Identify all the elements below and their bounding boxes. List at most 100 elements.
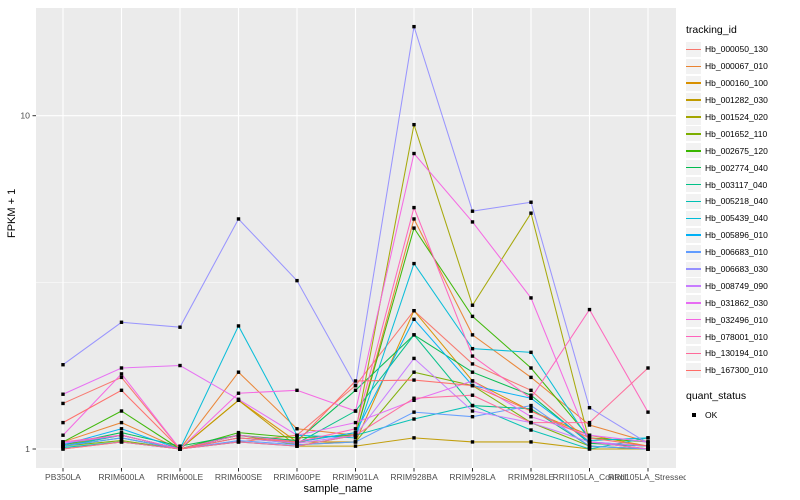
data-point-Hb_006683_010: [353, 440, 358, 444]
legend-item-label: Hb_005218_040: [705, 196, 768, 207]
data-point-Hb_130194_010: [353, 433, 358, 437]
data-point-Hb_167300_010: [412, 378, 416, 382]
data-point-Hb_167300_010: [646, 444, 650, 448]
data-point-Hb_001524_020: [529, 211, 533, 215]
data-point-Hb_005439_040: [412, 261, 416, 266]
series-line-icon: [686, 301, 701, 304]
data-point-Hb_130194_010: [61, 447, 65, 451]
data-point-Hb_001282_030: [412, 436, 416, 440]
series-color-swatch-icon: [686, 278, 701, 294]
series-color-swatch-icon: [686, 329, 701, 345]
data-point-Hb_006683_030: [61, 363, 65, 367]
series-color-swatch-icon: [686, 160, 701, 176]
legend-item-label: Hb_005896_010: [705, 230, 768, 241]
data-point-Hb_031862_030: [353, 420, 358, 425]
data-point-Hb_130194_010: [236, 440, 241, 444]
legend-item-Hb_005439_040: Hb_005439_040: [686, 210, 800, 227]
data-point-Hb_032496_010: [119, 372, 124, 376]
data-point-Hb_002774_040: [353, 388, 358, 393]
legend-item-Hb_031862_030: Hb_031862_030: [686, 294, 800, 311]
data-point-Hb_000067_010: [412, 217, 416, 221]
series-color-swatch-icon: [686, 362, 701, 378]
data-point-Hb_130194_010: [470, 393, 475, 397]
data-point-Hb_003117_040: [529, 407, 533, 411]
series-color-swatch-icon: [686, 75, 701, 91]
series-color-swatch-icon: [686, 193, 701, 209]
data-point-Hb_000160_100: [412, 308, 416, 313]
legend-item-Hb_078001_010: Hb_078001_010: [686, 328, 800, 345]
series-line-icon: [686, 200, 701, 203]
series-line-icon: [686, 268, 701, 270]
data-point-Hb_167300_010: [236, 436, 241, 440]
legend-item-label: Hb_002774_040: [705, 162, 768, 173]
data-point-Hb_078001_010: [529, 396, 533, 400]
data-point-Hb_008749_090: [412, 356, 416, 361]
y-tick-label: 1: [25, 444, 30, 454]
data-point-Hb_000050_130: [529, 388, 533, 393]
legend-item-label: Hb_006683_030: [705, 264, 768, 275]
data-point-Hb_008749_090: [470, 409, 475, 413]
legend-item-label: Hb_032496_010: [705, 314, 768, 325]
x-tick-label: RRIM928BA: [390, 472, 438, 482]
data-point-Hb_000067_010: [295, 427, 299, 431]
data-point-Hb_005896_010: [353, 430, 358, 435]
data-point-Hb_005218_040: [529, 428, 533, 432]
x-tick-label: RRIM901LA: [332, 472, 379, 482]
data-point-Hb_002774_040: [470, 370, 475, 374]
data-point-Hb_000067_010: [587, 423, 592, 427]
data-point-Hb_005896_010: [412, 317, 416, 321]
data-point-Hb_032496_010: [295, 388, 299, 393]
data-point-Hb_078001_010: [119, 433, 124, 437]
data-point-Hb_031862_030: [119, 366, 124, 370]
data-point-Hb_031862_030: [412, 398, 416, 402]
data-point-Hb_167300_010: [529, 409, 533, 413]
legend-tracking-items: Hb_000050_130 Hb_000067_010 Hb_000160_100 H…: [686, 41, 800, 379]
data-point-Hb_032496_010: [470, 220, 475, 224]
series-line-icon: [686, 149, 701, 152]
data-point-Hb_032496_010: [353, 409, 358, 413]
legend-item-label: Hb_000160_100: [705, 78, 768, 89]
data-point-Hb_130194_010: [119, 440, 124, 444]
data-point-Hb_006683_030: [295, 278, 299, 283]
legend-item-label: Hb_130194_010: [705, 348, 768, 359]
legend-item-label: OK: [705, 410, 718, 421]
legend-title-quant-status: quant_status: [686, 389, 747, 402]
legend-quant-section: quant_status OK: [686, 390, 800, 424]
y-tick-label: 10: [20, 111, 30, 121]
series-line-icon: [686, 318, 701, 321]
legend-item-Hb_002774_040: Hb_002774_040: [686, 159, 800, 176]
legend-item-label: Hb_005439_040: [705, 213, 768, 224]
legend-item-label: Hb_006683_010: [705, 247, 768, 258]
data-point-Hb_006683_030: [178, 325, 182, 329]
series-line-icon: [686, 183, 701, 186]
legend-item-label: Hb_003117_040: [705, 179, 768, 190]
series-color-swatch-icon: [686, 126, 701, 142]
x-tick-label: RRII105LA_Control: [553, 472, 627, 482]
legend-item-Hb_005218_040: Hb_005218_040: [686, 193, 800, 210]
data-point-Hb_130194_010: [295, 444, 299, 448]
data-point-Hb_078001_010: [470, 354, 475, 358]
data-point-Hb_000067_010: [529, 375, 533, 380]
series-line-icon: [686, 217, 701, 220]
series-line-icon: [686, 285, 701, 287]
data-point-Hb_001282_030: [529, 440, 533, 444]
legend-item-Hb_000050_130: Hb_000050_130: [686, 41, 800, 58]
legend-item-label: Hb_001652_110: [705, 128, 768, 139]
data-point-Hb_001524_020: [470, 303, 475, 307]
data-point-Hb_002774_040: [178, 444, 182, 448]
data-point-Hb_032496_010: [529, 296, 533, 300]
series-line-icon: [686, 82, 701, 84]
data-point-Hb_078001_010: [353, 427, 358, 431]
data-point-Hb_002774_040: [529, 393, 533, 397]
data-point-Hb_006683_010: [587, 444, 592, 448]
data-point-Hb_032496_010: [61, 433, 65, 437]
x-tick-label: RRIM928LE: [508, 472, 555, 482]
series-line-icon: [686, 99, 701, 101]
data-point-Hb_078001_010: [236, 433, 241, 437]
data-point-Hb_006683_030: [119, 320, 124, 324]
data-point-Hb_000050_130: [119, 375, 124, 380]
data-point-Hb_032496_010: [236, 391, 241, 395]
data-point-Hb_130194_010: [412, 396, 416, 400]
data-point-Hb_006683_030: [353, 383, 358, 388]
series-color-swatch-icon: [686, 92, 701, 108]
